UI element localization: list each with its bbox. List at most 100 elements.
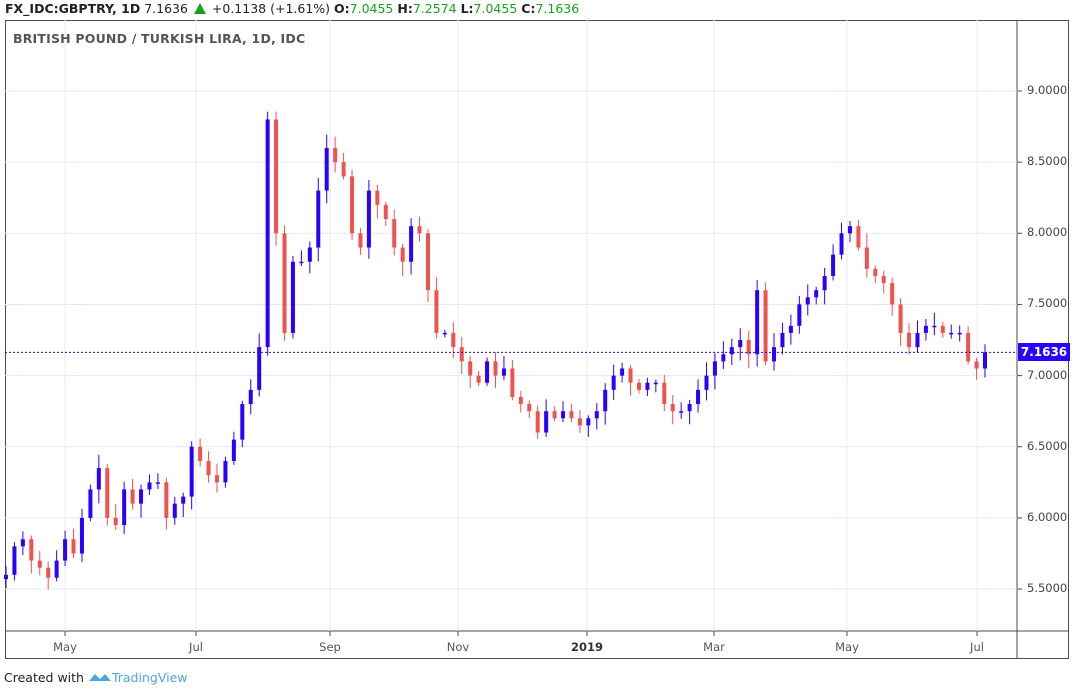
x-tick-label: Jul (189, 640, 203, 654)
candle-body (645, 382, 650, 390)
chart-frame[interactable] (5, 20, 1069, 659)
candle-body (366, 190, 371, 248)
candle-body (383, 204, 388, 220)
candle-body (214, 475, 219, 483)
candle-body (425, 233, 430, 291)
candle-body (864, 247, 869, 269)
candle-body (544, 411, 549, 433)
candle-body (375, 190, 380, 205)
open-label: O: (334, 1, 350, 16)
candle-body (434, 290, 439, 333)
y-tick-label: 6.5000 (1027, 438, 1068, 453)
candle-body (147, 482, 152, 490)
candle-body (417, 226, 422, 234)
candle-body (290, 261, 295, 333)
candle-body (409, 226, 414, 262)
candle-body (670, 404, 675, 412)
candle-body (122, 489, 127, 526)
candle-body (63, 539, 68, 561)
candle-body (501, 368, 506, 376)
tradingview-link[interactable]: TradingView (111, 670, 188, 685)
y-tick-label: 9.0000 (1027, 83, 1068, 97)
candle-body (628, 368, 633, 383)
candle-body (181, 496, 186, 504)
high-label: H: (397, 1, 413, 16)
x-tick-label: Jul (970, 640, 984, 654)
candle-body (316, 190, 321, 248)
low-label: L: (460, 1, 474, 16)
candle-body (772, 347, 777, 362)
candle-body (687, 404, 692, 412)
candle-body (510, 368, 515, 397)
symbol-header: FX_IDC:GBPTRY, 1D 7.1636 +0.1138 (+1.61%… (5, 0, 579, 18)
candle-body (358, 233, 363, 248)
change: +0.1138 (+1.61%) (211, 1, 331, 16)
candle-body (831, 254, 836, 276)
candle-body (890, 283, 895, 305)
candle-body (569, 411, 574, 419)
x-tick-label: Mar (703, 640, 725, 654)
candle-body (96, 468, 101, 490)
candle-body (932, 325, 937, 328)
candle-body (561, 411, 566, 419)
candle-body (189, 446, 194, 497)
candle-body (940, 325, 945, 333)
candle-body (299, 261, 304, 264)
candle-body (763, 290, 768, 362)
candle-body (577, 418, 582, 426)
y-tick-label: 7.5000 (1027, 296, 1068, 311)
candle-body (814, 290, 819, 298)
candle-body (949, 332, 954, 335)
candle-body (535, 411, 540, 433)
candle-body (485, 361, 490, 383)
candle-body (172, 503, 177, 518)
chart-title: BRITISH POUND / TURKISH LIRA, 1D, IDC (13, 31, 306, 46)
candle-body (476, 375, 481, 383)
candle-body (805, 297, 810, 305)
candle-body (71, 539, 76, 554)
x-tick-label: Nov (446, 640, 470, 654)
candle-body (974, 361, 979, 369)
candle-body (113, 517, 118, 526)
candle-body (4, 574, 8, 580)
candle-body (257, 347, 262, 390)
candle-body (206, 460, 211, 476)
candle-body (696, 389, 701, 405)
candle-body (746, 340, 751, 355)
y-tick-label: 5.5000 (1027, 581, 1068, 596)
candle-body (231, 439, 236, 461)
candle-body (620, 368, 625, 376)
candle-body (341, 162, 346, 177)
candle-body (240, 404, 245, 440)
y-tick-label: 7.0000 (1027, 367, 1068, 382)
candle-body (873, 268, 878, 276)
low-value: 7.0455 (473, 1, 518, 16)
last-price-label: 7.1636 (1018, 343, 1070, 362)
candle-body (88, 489, 93, 518)
candle-body (594, 411, 599, 419)
candle-body (662, 382, 667, 405)
candle-body (856, 226, 861, 248)
up-arrow-icon (193, 3, 206, 14)
y-tick-label: 8.5000 (1027, 154, 1068, 169)
candle-body (957, 332, 962, 335)
candle-body (755, 290, 760, 355)
candle-body (527, 404, 532, 412)
candle-body (679, 411, 684, 413)
candle-body (653, 382, 658, 385)
close-value: 7.1636 (535, 1, 580, 16)
candle-body (130, 489, 135, 504)
candle-body (155, 482, 160, 484)
candle-body (788, 325, 793, 333)
x-tick-label: May (835, 640, 859, 654)
candle-body (307, 247, 312, 262)
candle-body (983, 352, 987, 369)
candle-body (20, 539, 25, 547)
candle-body (712, 361, 717, 376)
candle-body (797, 304, 802, 326)
y-tick-label: 8.0000 (1027, 225, 1068, 240)
candle-body (265, 119, 270, 348)
y-tick-label: 6.0000 (1027, 509, 1068, 524)
candle-body (636, 382, 641, 390)
